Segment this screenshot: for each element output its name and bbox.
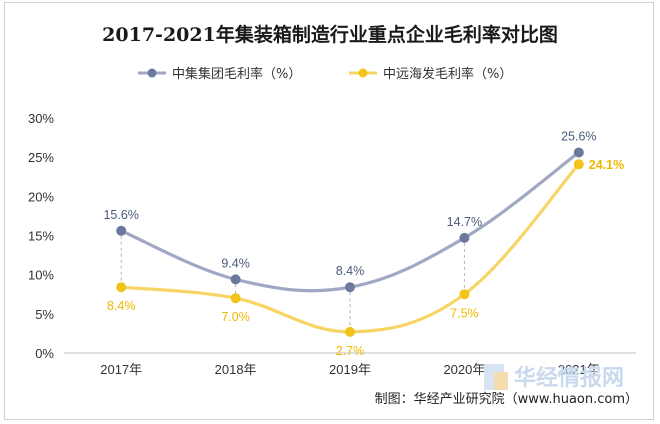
data-label-series-2: 8.4% bbox=[107, 299, 136, 313]
data-label-series-1: 25.6% bbox=[561, 129, 596, 143]
legend-label-series-2: 中远海发毛利率（%） bbox=[383, 66, 512, 82]
y-tick-label: 15% bbox=[28, 229, 54, 244]
chart-frame bbox=[4, 2, 654, 420]
x-tick-label: 2018年 bbox=[215, 362, 257, 377]
x-axis: 2017年 2018年 2019年 2020年 2021年 bbox=[100, 362, 600, 377]
y-tick-label: 30% bbox=[28, 111, 54, 126]
data-label-series-1: 8.4% bbox=[336, 264, 365, 278]
data-label-series-1: 15.6% bbox=[103, 208, 138, 222]
data-label-series-2: 2.7% bbox=[336, 344, 365, 358]
data-point-series-2[interactable] bbox=[116, 282, 127, 293]
data-label-series-2: 7.5% bbox=[450, 306, 479, 320]
data-markers bbox=[116, 147, 584, 337]
data-label-series-1: 9.4% bbox=[221, 256, 250, 270]
data-point-series-1[interactable] bbox=[230, 274, 241, 285]
legend-marker-series-2 bbox=[358, 68, 368, 78]
drop-lines bbox=[120, 235, 465, 327]
data-point-series-1[interactable] bbox=[345, 282, 355, 293]
chart-title: 2017-2021年集装箱制造行业重点企业毛利率对比图 bbox=[102, 24, 558, 46]
y-tick-label: 10% bbox=[28, 268, 54, 283]
legend-item-series-1[interactable]: 中集集团毛利率（%） bbox=[138, 66, 301, 82]
watermark-logo-accent bbox=[494, 372, 508, 390]
data-point-series-1[interactable] bbox=[459, 232, 470, 243]
x-tick-label: 2017年 bbox=[100, 362, 142, 377]
y-tick-label: 5% bbox=[35, 307, 54, 322]
source-note: 制图：华经产业研究院（www.huaon.com） bbox=[375, 392, 638, 407]
legend-marker-series-1 bbox=[147, 68, 157, 78]
y-tick-label: 25% bbox=[28, 150, 54, 165]
series-line-2 bbox=[119, 162, 581, 334]
data-label-series-2: 7.0% bbox=[221, 310, 250, 324]
y-axis: 0% 5% 10% 15% 20% 25% 30% bbox=[28, 111, 54, 361]
x-tick-label: 2019年 bbox=[329, 362, 371, 377]
data-point-series-2[interactable] bbox=[459, 289, 470, 300]
legend-label-series-1: 中集集团毛利率（%） bbox=[172, 66, 301, 82]
y-tick-label: 20% bbox=[28, 189, 54, 204]
legend: 中集集团毛利率（%） 中远海发毛利率（%） bbox=[138, 66, 512, 82]
data-label-series-2: 24.1% bbox=[589, 158, 624, 172]
x-tick-label: 2021年 bbox=[558, 362, 600, 377]
legend-item-series-2[interactable]: 中远海发毛利率（%） bbox=[349, 66, 512, 82]
data-point-series-2[interactable] bbox=[230, 293, 241, 304]
y-tick-label: 0% bbox=[35, 346, 54, 361]
data-label-series-1: 14.7% bbox=[447, 215, 482, 229]
watermark: 华经情报网 bbox=[484, 364, 624, 391]
data-point-series-2[interactable] bbox=[573, 159, 584, 170]
data-point-series-1[interactable] bbox=[116, 225, 127, 236]
data-labels: 15.6% 9.4% 8.4% 14.7% 25.6% 8.4% 7.0% 2.7% 7.5% 2… bbox=[103, 129, 624, 357]
data-point-series-2[interactable] bbox=[345, 326, 355, 337]
watermark-text: 华经情报网 bbox=[514, 365, 624, 391]
data-point-series-1[interactable] bbox=[573, 147, 584, 158]
x-tick-label: 2020年 bbox=[443, 362, 485, 377]
